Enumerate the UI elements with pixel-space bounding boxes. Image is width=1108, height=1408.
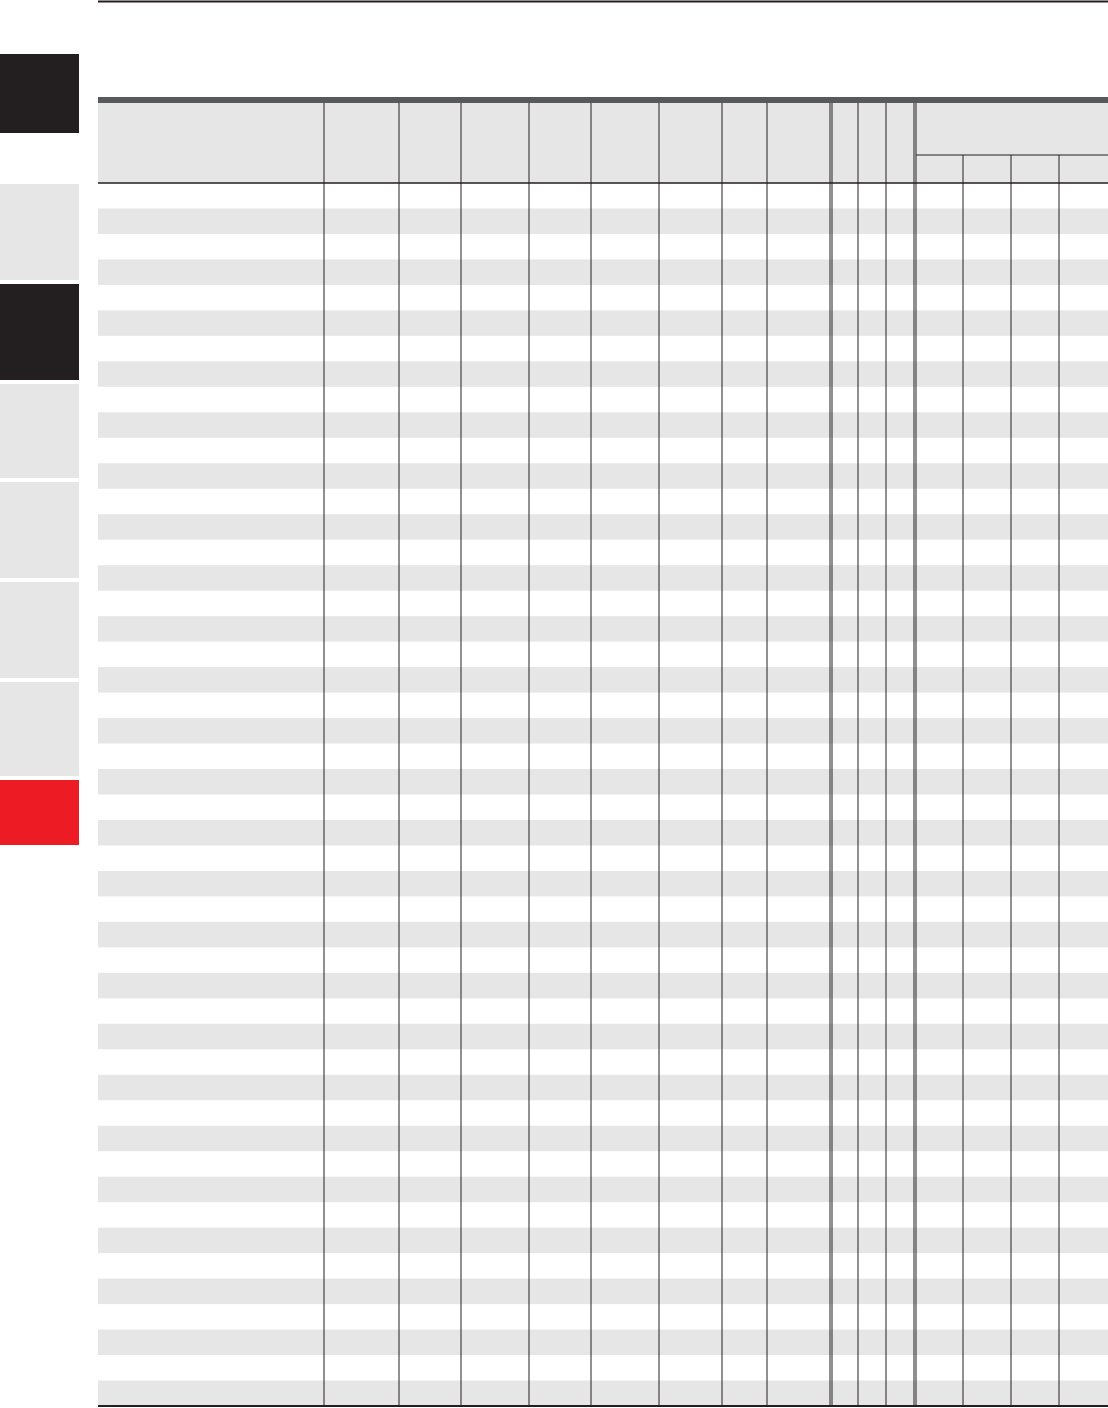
row-stripe — [98, 1023, 1108, 1050]
row-stripe — [98, 310, 1108, 336]
table-grid — [98, 103, 1108, 1407]
row-stripe — [98, 361, 1108, 387]
row-stripe — [98, 769, 1108, 795]
row-stripe — [98, 819, 1108, 846]
row-stripe — [98, 1380, 1108, 1406]
side-tab[interactable] — [0, 482, 79, 578]
row-stripe — [98, 565, 1108, 591]
header-bar — [98, 97, 1108, 103]
row-stripe — [98, 870, 1108, 897]
row-stripe — [98, 412, 1108, 438]
row-stripe — [98, 972, 1108, 999]
row-stripe — [98, 921, 1108, 948]
row-stripe — [98, 616, 1108, 642]
table-body — [98, 208, 1108, 1406]
row-stripe — [98, 1074, 1108, 1101]
side-tab[interactable] — [0, 54, 79, 133]
row-stripe — [98, 514, 1108, 540]
row-stripe — [98, 1227, 1108, 1254]
row-stripe — [98, 718, 1108, 744]
row-stripe — [98, 667, 1108, 693]
side-tab[interactable] — [0, 682, 79, 776]
row-stripe — [98, 208, 1108, 234]
side-tab[interactable] — [0, 284, 79, 380]
side-tab[interactable] — [0, 582, 79, 678]
table-header — [98, 103, 1108, 183]
row-stripe — [98, 1329, 1108, 1356]
row-stripe — [98, 1278, 1108, 1305]
side-tab[interactable] — [0, 384, 79, 478]
side-tab[interactable] — [0, 184, 79, 280]
row-stripe — [98, 463, 1108, 489]
row-stripe — [98, 1176, 1108, 1203]
row-stripe — [98, 1125, 1108, 1152]
side-tab[interactable] — [0, 780, 79, 845]
row-stripe — [98, 259, 1108, 285]
